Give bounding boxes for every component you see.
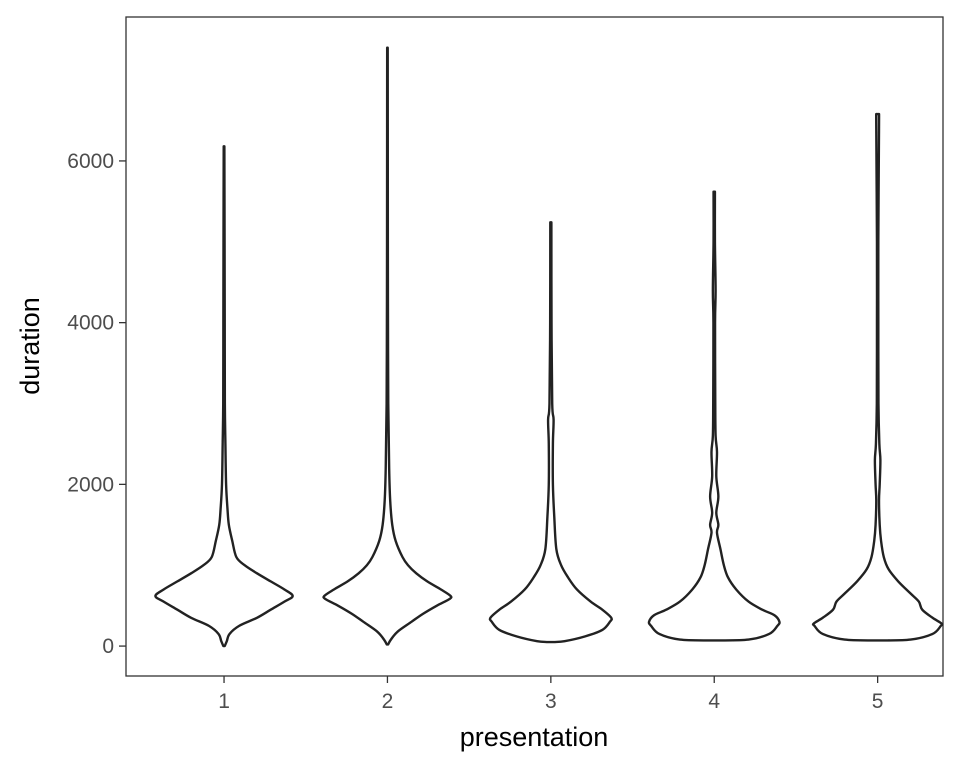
x-tick-label: 4 (708, 690, 720, 713)
x-tick-label: 5 (872, 690, 884, 713)
y-axis-title: duration (15, 297, 45, 395)
y-tick-label: 6000 (67, 150, 114, 173)
violin-2 (322, 46, 453, 646)
violin-1 (154, 145, 294, 648)
y-tick-label: 2000 (67, 473, 114, 496)
x-tick-label: 2 (382, 690, 394, 713)
x-axis: 1 2 3 4 5 (218, 676, 883, 713)
y-tick-label: 0 (102, 635, 114, 658)
plot-panel-border (125, 16, 944, 677)
violin-3 (488, 221, 613, 644)
y-tick-label: 4000 (67, 312, 114, 335)
violins-layer (154, 46, 944, 648)
violin-4 (647, 190, 781, 642)
x-tick-label: 3 (545, 690, 557, 713)
y-axis: 0 2000 4000 6000 (67, 150, 126, 658)
x-axis-title: presentation (460, 722, 609, 752)
x-tick-label: 1 (218, 690, 230, 713)
violin-5 (811, 112, 944, 642)
